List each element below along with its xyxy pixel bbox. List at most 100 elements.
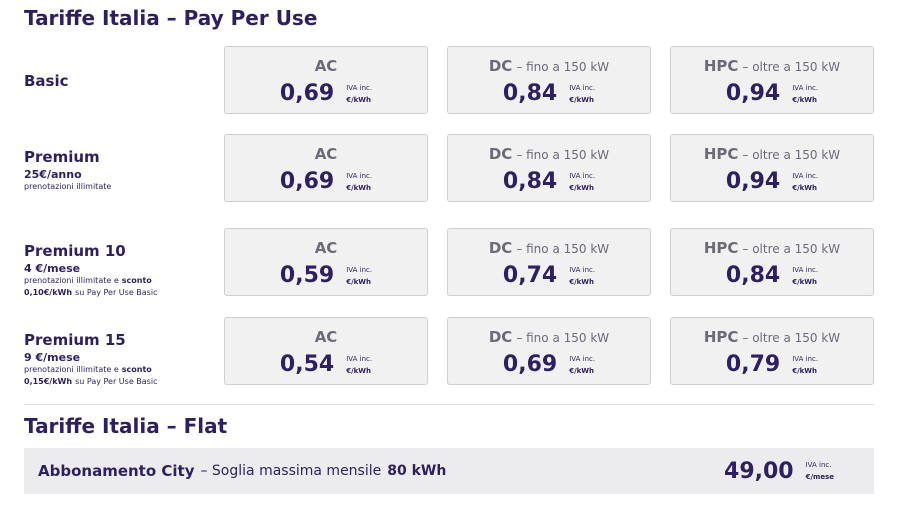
price-row: 0,69 IVA inc. €/kWh bbox=[225, 169, 427, 194]
flat-price: 49,00 bbox=[724, 458, 794, 484]
desc-text: su Pay Per Use Basic bbox=[75, 377, 158, 386]
plan-fee: 9 €/mese bbox=[24, 351, 81, 364]
type-detail: – fino a 150 kW bbox=[516, 331, 610, 345]
price-note: IVA inc. €/kWh bbox=[569, 170, 595, 194]
plan-fee: 4 €/mese bbox=[24, 262, 81, 275]
unit: €/kWh bbox=[346, 277, 371, 286]
vat: IVA inc. bbox=[792, 171, 819, 180]
desc-line: prenotazioni illimitate e sconto bbox=[24, 364, 157, 376]
vat: IVA inc. bbox=[569, 354, 596, 363]
type: AC bbox=[314, 328, 338, 346]
vat: IVA inc. bbox=[805, 461, 832, 469]
price: 0,94 bbox=[725, 169, 781, 194]
price-row: 0,84 IVA inc. €/kWh bbox=[448, 169, 650, 194]
type: HPC bbox=[703, 145, 739, 163]
price-note: IVA inc. €/kWh bbox=[346, 353, 372, 377]
plan-description: prenotazioni illimitate e sconto 0,10€/kWh… bbox=[24, 275, 157, 299]
tariff-card: HPC – oltre a 150 kW 0,94 IVA inc. €/kWh bbox=[670, 134, 874, 202]
plan-name: Premium bbox=[24, 148, 100, 166]
price: 0,79 bbox=[725, 352, 781, 377]
price-row: 0,84 IVA inc. €/kWh bbox=[671, 263, 873, 288]
flat-name: Abbonamento City bbox=[38, 462, 195, 480]
price: 0,84 bbox=[725, 263, 781, 288]
tariff-card: HPC – oltre a 150 kW 0,94 IVA inc. €/kWh bbox=[670, 46, 874, 114]
desc-text: prenotazioni illimitate e bbox=[24, 276, 119, 285]
tariff-type: HPC – oltre a 150 kW bbox=[671, 328, 873, 346]
tariff-type: AC bbox=[225, 239, 427, 257]
price-row: 0,69 IVA inc. €/kWh bbox=[448, 352, 650, 377]
price: 0,84 bbox=[502, 169, 558, 194]
type-detail: – oltre a 150 kW bbox=[742, 148, 841, 162]
unit: €/kWh bbox=[346, 183, 371, 192]
section-title: Tariffe Italia – Flat bbox=[24, 414, 228, 438]
tariff-card: DC – fino a 150 kW 0,74 IVA inc. €/kWh bbox=[447, 228, 651, 296]
price-row: 0,74 IVA inc. €/kWh bbox=[448, 263, 650, 288]
price-note: IVA inc. €/kWh bbox=[569, 353, 595, 377]
vat: IVA inc. bbox=[346, 354, 373, 363]
price-note: IVA inc. €/kWh bbox=[346, 82, 372, 106]
price: 0,69 bbox=[279, 169, 335, 194]
unit: €/mese bbox=[805, 473, 834, 481]
desc-line: 0,15€/kWh su Pay Per Use Basic bbox=[24, 376, 157, 388]
type: DC bbox=[488, 328, 513, 346]
tariff-type: AC bbox=[225, 57, 427, 75]
unit: €/kWh bbox=[346, 95, 371, 104]
unit: €/kWh bbox=[792, 183, 817, 192]
type: DC bbox=[488, 57, 513, 75]
flat-threshold: 80 kWh bbox=[387, 463, 447, 479]
tariff-card: DC – fino a 150 kW 0,84 IVA inc. €/kWh bbox=[447, 46, 651, 114]
price-note: IVA inc. €/kWh bbox=[346, 264, 372, 288]
unit: €/kWh bbox=[792, 277, 817, 286]
type-detail: – oltre a 150 kW bbox=[742, 242, 841, 256]
desc-bold: sconto bbox=[121, 365, 152, 374]
tariff-type: DC – fino a 150 kW bbox=[448, 57, 650, 75]
vat: IVA inc. bbox=[792, 354, 819, 363]
tariff-card: HPC – oltre a 150 kW 0,84 IVA inc. €/kWh bbox=[670, 228, 874, 296]
flat-row: Abbonamento City – Soglia massima mensil… bbox=[24, 448, 874, 494]
tariff-type: HPC – oltre a 150 kW bbox=[671, 239, 873, 257]
plan-name: Basic bbox=[24, 72, 69, 90]
unit: €/kWh bbox=[569, 366, 594, 375]
price-note: IVA inc. €/kWh bbox=[569, 82, 595, 106]
desc-bold: 0,15€/kWh bbox=[24, 377, 73, 386]
price: 0,54 bbox=[279, 352, 335, 377]
type: HPC bbox=[703, 239, 739, 257]
tariff-type: AC bbox=[225, 328, 427, 346]
price: 0,59 bbox=[279, 263, 335, 288]
price-row: 0,54 IVA inc. €/kWh bbox=[225, 352, 427, 377]
tariff-type: DC – fino a 150 kW bbox=[448, 328, 650, 346]
type: AC bbox=[314, 239, 338, 257]
type-detail: – oltre a 150 kW bbox=[742, 331, 841, 345]
unit: €/kWh bbox=[569, 95, 594, 104]
desc-line: 0,10€/kWh su Pay Per Use Basic bbox=[24, 287, 157, 299]
type-detail: – fino a 150 kW bbox=[516, 242, 610, 256]
section-title: Tariffe Italia – Pay Per Use bbox=[24, 6, 318, 30]
type: AC bbox=[314, 57, 338, 75]
vat: IVA inc. bbox=[346, 265, 373, 274]
price-note: IVA inc. €/kWh bbox=[792, 170, 818, 194]
plan-description: prenotazioni illimitate bbox=[24, 181, 111, 193]
plan-label: Premium 10 4 €/mese prenotazioni illimitat… bbox=[24, 242, 157, 299]
price-row: 0,59 IVA inc. €/kWh bbox=[225, 263, 427, 288]
plan-label: Premium 25€/anno prenotazioni illimitate bbox=[24, 148, 111, 193]
tariff-card: AC 0,69 IVA inc. €/kWh bbox=[224, 46, 428, 114]
tariff-card: DC – fino a 150 kW 0,69 IVA inc. €/kWh bbox=[447, 317, 651, 385]
price: 0,69 bbox=[502, 352, 558, 377]
type-detail: – oltre a 150 kW bbox=[742, 60, 841, 74]
price-note: IVA inc. €/kWh bbox=[792, 82, 818, 106]
price-note: IVA inc. €/mese bbox=[806, 459, 834, 483]
desc-text: prenotazioni illimitate bbox=[24, 182, 112, 191]
unit: €/kWh bbox=[792, 95, 817, 104]
plan-name: Premium 15 bbox=[24, 331, 126, 349]
desc-bold: sconto bbox=[121, 276, 152, 285]
price-row: 0,94 IVA inc. €/kWh bbox=[671, 81, 873, 106]
price-note: IVA inc. €/kWh bbox=[792, 264, 818, 288]
price: 0,74 bbox=[502, 263, 558, 288]
unit: €/kWh bbox=[792, 366, 817, 375]
tariff-type: HPC – oltre a 150 kW bbox=[671, 57, 873, 75]
vat: IVA inc. bbox=[569, 265, 596, 274]
price-row: 0,69 IVA inc. €/kWh bbox=[225, 81, 427, 106]
price: 0,94 bbox=[725, 81, 781, 106]
tariff-card: DC – fino a 150 kW 0,84 IVA inc. €/kWh bbox=[447, 134, 651, 202]
price-row: 0,84 IVA inc. €/kWh bbox=[448, 81, 650, 106]
